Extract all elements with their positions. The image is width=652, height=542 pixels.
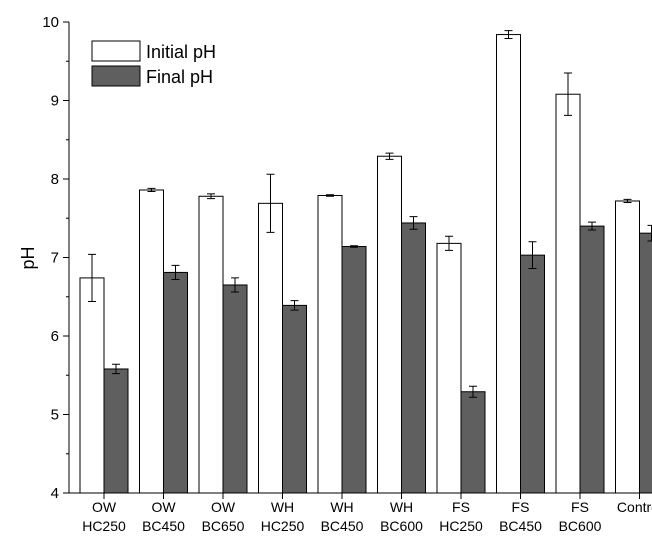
error-bar-initial-ph-fs-bc450 xyxy=(504,30,513,39)
bar-initial-ph-wh-bc450 xyxy=(317,194,343,494)
bar-initial-ph-ow-hc250 xyxy=(79,277,105,494)
y-tick-label: 9 xyxy=(51,93,59,110)
bar-initial-ph-fs-bc600 xyxy=(555,93,581,494)
bar-initial-ph-wh-bc600 xyxy=(377,155,402,494)
bar-final-ph-fs-bc450 xyxy=(520,254,545,494)
error-bar-final-ph-wh-hc250 xyxy=(290,300,299,311)
legend: Initial pH Final pH xyxy=(91,40,216,87)
error-bar-initial-ph-fs-bc600 xyxy=(564,72,572,116)
legend-label-final-ph: Final pH xyxy=(146,67,213,87)
error-bar-initial-ph-control xyxy=(623,198,632,204)
error-bar-initial-ph-fs-hc250 xyxy=(445,235,453,251)
x-tick-label-wh-bc600: WH BC600 xyxy=(380,499,423,534)
x-tick-label-wh-bc450: WH BC450 xyxy=(321,499,364,534)
y-tick-label: 6 xyxy=(51,328,59,345)
error-bar-final-ph-wh-bc450 xyxy=(350,245,358,248)
error-bar-initial-ph-ow-bc450 xyxy=(147,187,156,193)
bar-final-ph-ow-bc650 xyxy=(222,284,248,494)
x-tick-label-ow-bc650: OW BC650 xyxy=(202,499,245,534)
error-bar-final-ph-fs-hc250 xyxy=(469,385,477,398)
error-bar-final-ph-ow-bc650 xyxy=(231,277,239,293)
error-bar-initial-ph-ow-hc250 xyxy=(88,253,96,302)
bar-initial-ph-ow-bc450 xyxy=(139,189,164,494)
legend-label-initial-ph: Initial pH xyxy=(146,42,216,62)
legend-swatch-initial-ph xyxy=(91,40,141,62)
y-tick-label: 5 xyxy=(51,407,59,424)
bar-final-ph-ow-bc450 xyxy=(163,271,188,494)
error-bar-initial-ph-wh-bc450 xyxy=(326,194,334,197)
labels-layer: OW HC250 OW BC450 OW BC650 WH HC250 WH BC450 WH BC6… xyxy=(42,14,652,534)
bar-initial-ph-ow-bc650 xyxy=(198,195,224,494)
bar-initial-ph-fs-bc450 xyxy=(496,34,521,494)
x-tick-label-fs-hc250: FS HC250 xyxy=(439,499,483,534)
error-bar-final-ph-fs-bc600 xyxy=(588,221,596,231)
y-axis-title: pH xyxy=(18,246,38,269)
x-tick-label-control: Control xyxy=(617,499,652,515)
bars-layer xyxy=(79,30,652,494)
y-tick-label: 7 xyxy=(51,250,59,267)
bar-initial-ph-control xyxy=(615,200,640,494)
bar-final-ph-wh-hc250 xyxy=(282,304,307,494)
bar-final-ph-wh-bc450 xyxy=(341,246,367,494)
x-tick-label-ow-hc250: OW HC250 xyxy=(82,499,126,534)
bar-final-ph-fs-bc600 xyxy=(579,225,605,494)
y-tick-label: 4 xyxy=(51,485,59,502)
bar-final-ph-wh-bc600 xyxy=(401,222,426,494)
y-tick-label: 8 xyxy=(51,171,59,188)
x-tick-label-fs-bc450: FS BC450 xyxy=(499,499,542,534)
error-bar-final-ph-ow-hc250 xyxy=(112,363,120,375)
bar-final-ph-control xyxy=(639,232,652,494)
bar-initial-ph-fs-hc250 xyxy=(436,242,462,494)
error-bar-final-ph-wh-bc600 xyxy=(409,216,418,230)
bar-final-ph-ow-hc250 xyxy=(103,368,129,494)
legend-swatch-final-ph xyxy=(91,65,141,87)
bar-initial-ph-wh-hc250 xyxy=(258,202,283,494)
x-tick-label-wh-hc250: WH HC250 xyxy=(261,499,305,534)
error-bar-initial-ph-ow-bc650 xyxy=(207,193,215,200)
error-bar-final-ph-fs-bc450 xyxy=(528,241,537,269)
axes-layer xyxy=(63,21,652,499)
x-tick-label-fs-bc600: FS BC600 xyxy=(559,499,602,534)
error-bar-initial-ph-wh-bc600 xyxy=(385,152,394,160)
bar-final-ph-fs-hc250 xyxy=(460,391,486,494)
error-bar-final-ph-ow-bc450 xyxy=(171,264,180,280)
error-bar-initial-ph-wh-hc250 xyxy=(266,173,275,233)
y-tick-label: 10 xyxy=(42,14,59,31)
x-tick-label-ow-bc450: OW BC450 xyxy=(142,499,185,534)
